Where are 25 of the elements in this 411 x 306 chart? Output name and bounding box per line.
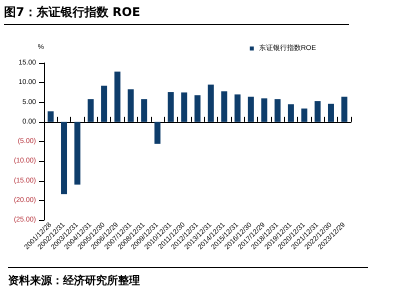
bar — [114, 72, 120, 122]
bar — [314, 101, 321, 122]
bar — [341, 96, 348, 122]
bar — [88, 99, 94, 122]
bar — [154, 122, 160, 144]
bar — [274, 99, 281, 122]
bar — [74, 122, 80, 185]
bar — [101, 86, 108, 122]
bar — [168, 92, 174, 122]
bar — [261, 98, 268, 122]
bar — [221, 91, 228, 122]
bar — [128, 89, 134, 122]
bar — [48, 111, 54, 122]
bar — [248, 96, 254, 122]
text: 资料来源：经济研究所整理 — [8, 273, 140, 288]
bar — [208, 84, 214, 122]
bar — [301, 108, 308, 122]
bar — [194, 95, 201, 122]
bar — [328, 104, 334, 122]
chart-title: 图7：东证银行指数 ROE — [4, 4, 140, 21]
bar — [61, 122, 68, 194]
bar — [234, 94, 241, 122]
bar — [181, 92, 188, 122]
bar — [141, 99, 148, 122]
bar — [288, 104, 294, 122]
